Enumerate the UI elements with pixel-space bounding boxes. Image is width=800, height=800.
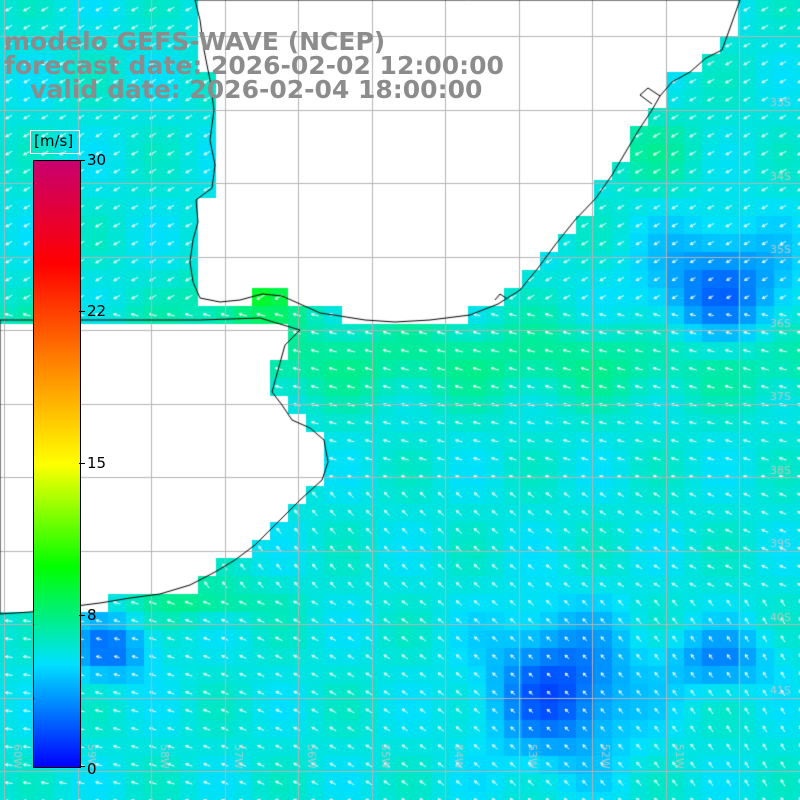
colorbar-tick	[79, 463, 85, 464]
colorbar-tick	[79, 311, 85, 312]
colorbar	[33, 160, 81, 768]
colorbar-tick-label: 0	[87, 760, 97, 778]
colorbar-tick-label: 15	[87, 454, 107, 472]
colorbar-tick-label: 30	[87, 151, 107, 169]
unit-box: [m/s]	[30, 130, 80, 154]
colorbar-unit: [m/s]	[34, 132, 74, 150]
colorbar-tick-label: 22	[87, 302, 107, 320]
colorbar-tick-label: 8	[87, 606, 97, 624]
colorbar-tick	[79, 615, 85, 616]
colorbar-tick	[79, 160, 85, 161]
colorbar-tick	[79, 766, 85, 767]
